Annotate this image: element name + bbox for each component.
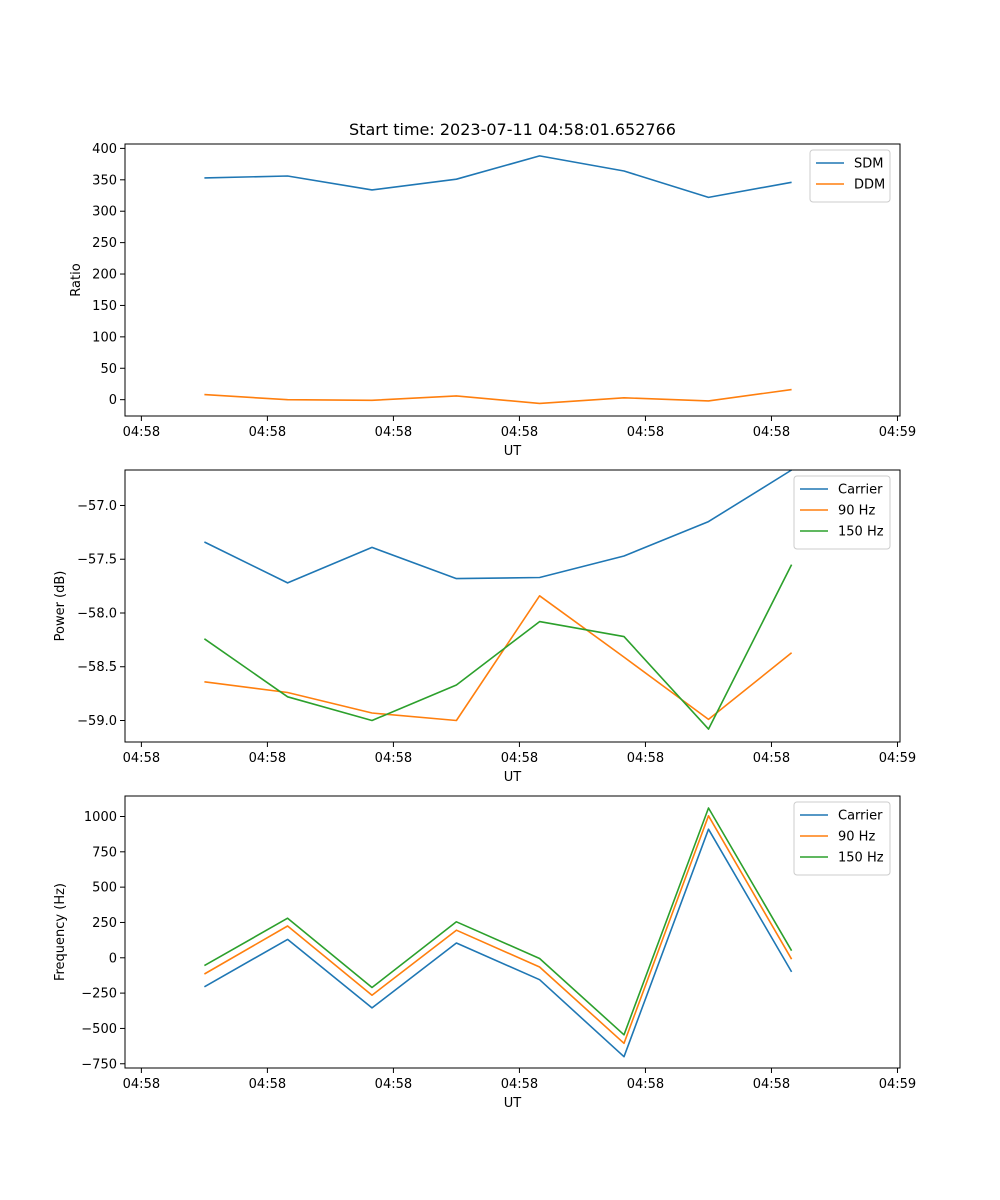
y-tick-label: 750	[92, 845, 117, 860]
x-tick-label: 04:58	[375, 751, 412, 766]
x-tick-label: 04:58	[501, 1077, 538, 1092]
chart-title: Start time: 2023-07-11 04:58:01.652766	[349, 120, 676, 139]
legend-label: DDM	[854, 178, 885, 193]
x-tick-label: 04:58	[501, 751, 538, 766]
x-tick-label: 04:59	[879, 425, 916, 440]
legend-label: Carrier	[838, 809, 883, 824]
legend: Carrier 90 Hz 150 Hz	[793, 475, 891, 550]
y-tick-label: −59.0	[77, 714, 117, 729]
legend: Carrier 90 Hz 150 Hz	[793, 801, 891, 876]
series-line-sdm	[204, 155, 792, 199]
series-line-90-hz	[204, 814, 793, 1045]
x-tick-label: 04:58	[753, 425, 790, 440]
x-tick-label: 04:58	[375, 425, 412, 440]
y-tick-label: −57.0	[77, 499, 117, 514]
y-tick-label: 1000	[84, 810, 117, 825]
legend-label: 150 Hz	[838, 525, 884, 540]
y-tick-label: −57.5	[77, 553, 117, 568]
y-tick-label: 250	[92, 236, 117, 251]
y-tick-label: −58.5	[77, 660, 117, 675]
y-tick-label: 250	[92, 916, 117, 931]
y-tick-label: 400	[92, 142, 117, 157]
y-tick-label: 150	[92, 299, 117, 314]
legend-label: 90 Hz	[838, 830, 875, 845]
series-line-150-hz	[204, 807, 793, 1036]
x-tick-label: 04:58	[627, 1077, 664, 1092]
y-axis-label: Power (dB)	[53, 571, 68, 642]
series-line-carrier	[204, 469, 793, 584]
x-tick-label: 04:58	[123, 425, 160, 440]
x-tick-label: 04:58	[249, 751, 286, 766]
x-tick-label: 04:58	[753, 1077, 790, 1092]
y-tick-label: 500	[92, 881, 117, 896]
axes-frame	[124, 143, 901, 417]
series-line-150-hz	[203, 564, 793, 730]
x-tick-label: 04:58	[123, 751, 160, 766]
y-tick-label: 0	[109, 951, 117, 966]
chart-panel-2: 04:58 04:58 04:58 04:58 04:58 04:58 04:59 −59.0…	[53, 469, 916, 785]
x-tick-label: 04:58	[627, 425, 664, 440]
y-tick-label: 300	[92, 205, 117, 220]
legend: SDM DDM	[809, 149, 891, 203]
y-tick-label: 350	[92, 173, 117, 188]
x-tick-label: 04:58	[123, 1077, 160, 1092]
axes-frame	[124, 795, 901, 1069]
axes-frame	[124, 469, 901, 743]
x-tick-label: 04:59	[879, 1077, 916, 1092]
y-tick-label: −750	[81, 1057, 117, 1072]
x-tick-label: 04:58	[501, 425, 538, 440]
series-line-carrier	[204, 828, 793, 1058]
legend-label: 150 Hz	[838, 851, 884, 866]
chart-panel-3: 04:58 04:58 04:58 04:58 04:58 04:58 04:59 −750 −…	[53, 795, 916, 1111]
x-tick-label: 04:58	[249, 425, 286, 440]
y-axis-label: Frequency (Hz)	[53, 883, 68, 981]
legend-label: 90 Hz	[838, 504, 875, 519]
x-tick-label: 04:58	[375, 1077, 412, 1092]
y-tick-label: 50	[100, 362, 117, 377]
y-tick-label: −500	[81, 1022, 117, 1037]
legend-label: SDM	[854, 157, 883, 172]
x-tick-label: 04:58	[753, 751, 790, 766]
y-tick-label: 100	[92, 330, 117, 345]
x-tick-label: 04:58	[627, 751, 664, 766]
y-axis-label: Ratio	[69, 263, 84, 296]
x-tick-label: 04:59	[879, 751, 916, 766]
x-tick-label: 04:58	[249, 1077, 286, 1092]
y-tick-label: 0	[109, 393, 117, 408]
x-axis-label: UT	[504, 770, 522, 785]
chart-panel-1: Start time: 2023-07-11 04:58:01.65276604…	[69, 120, 916, 459]
x-axis-label: UT	[504, 1096, 522, 1111]
x-axis-label: UT	[504, 444, 522, 459]
y-tick-label: −250	[81, 987, 117, 1002]
series-line-ddm	[204, 388, 792, 405]
legend-label: Carrier	[838, 483, 883, 498]
series-line-90-hz	[204, 594, 793, 722]
y-tick-label: 200	[92, 268, 117, 283]
y-tick-label: −58.0	[77, 606, 117, 621]
